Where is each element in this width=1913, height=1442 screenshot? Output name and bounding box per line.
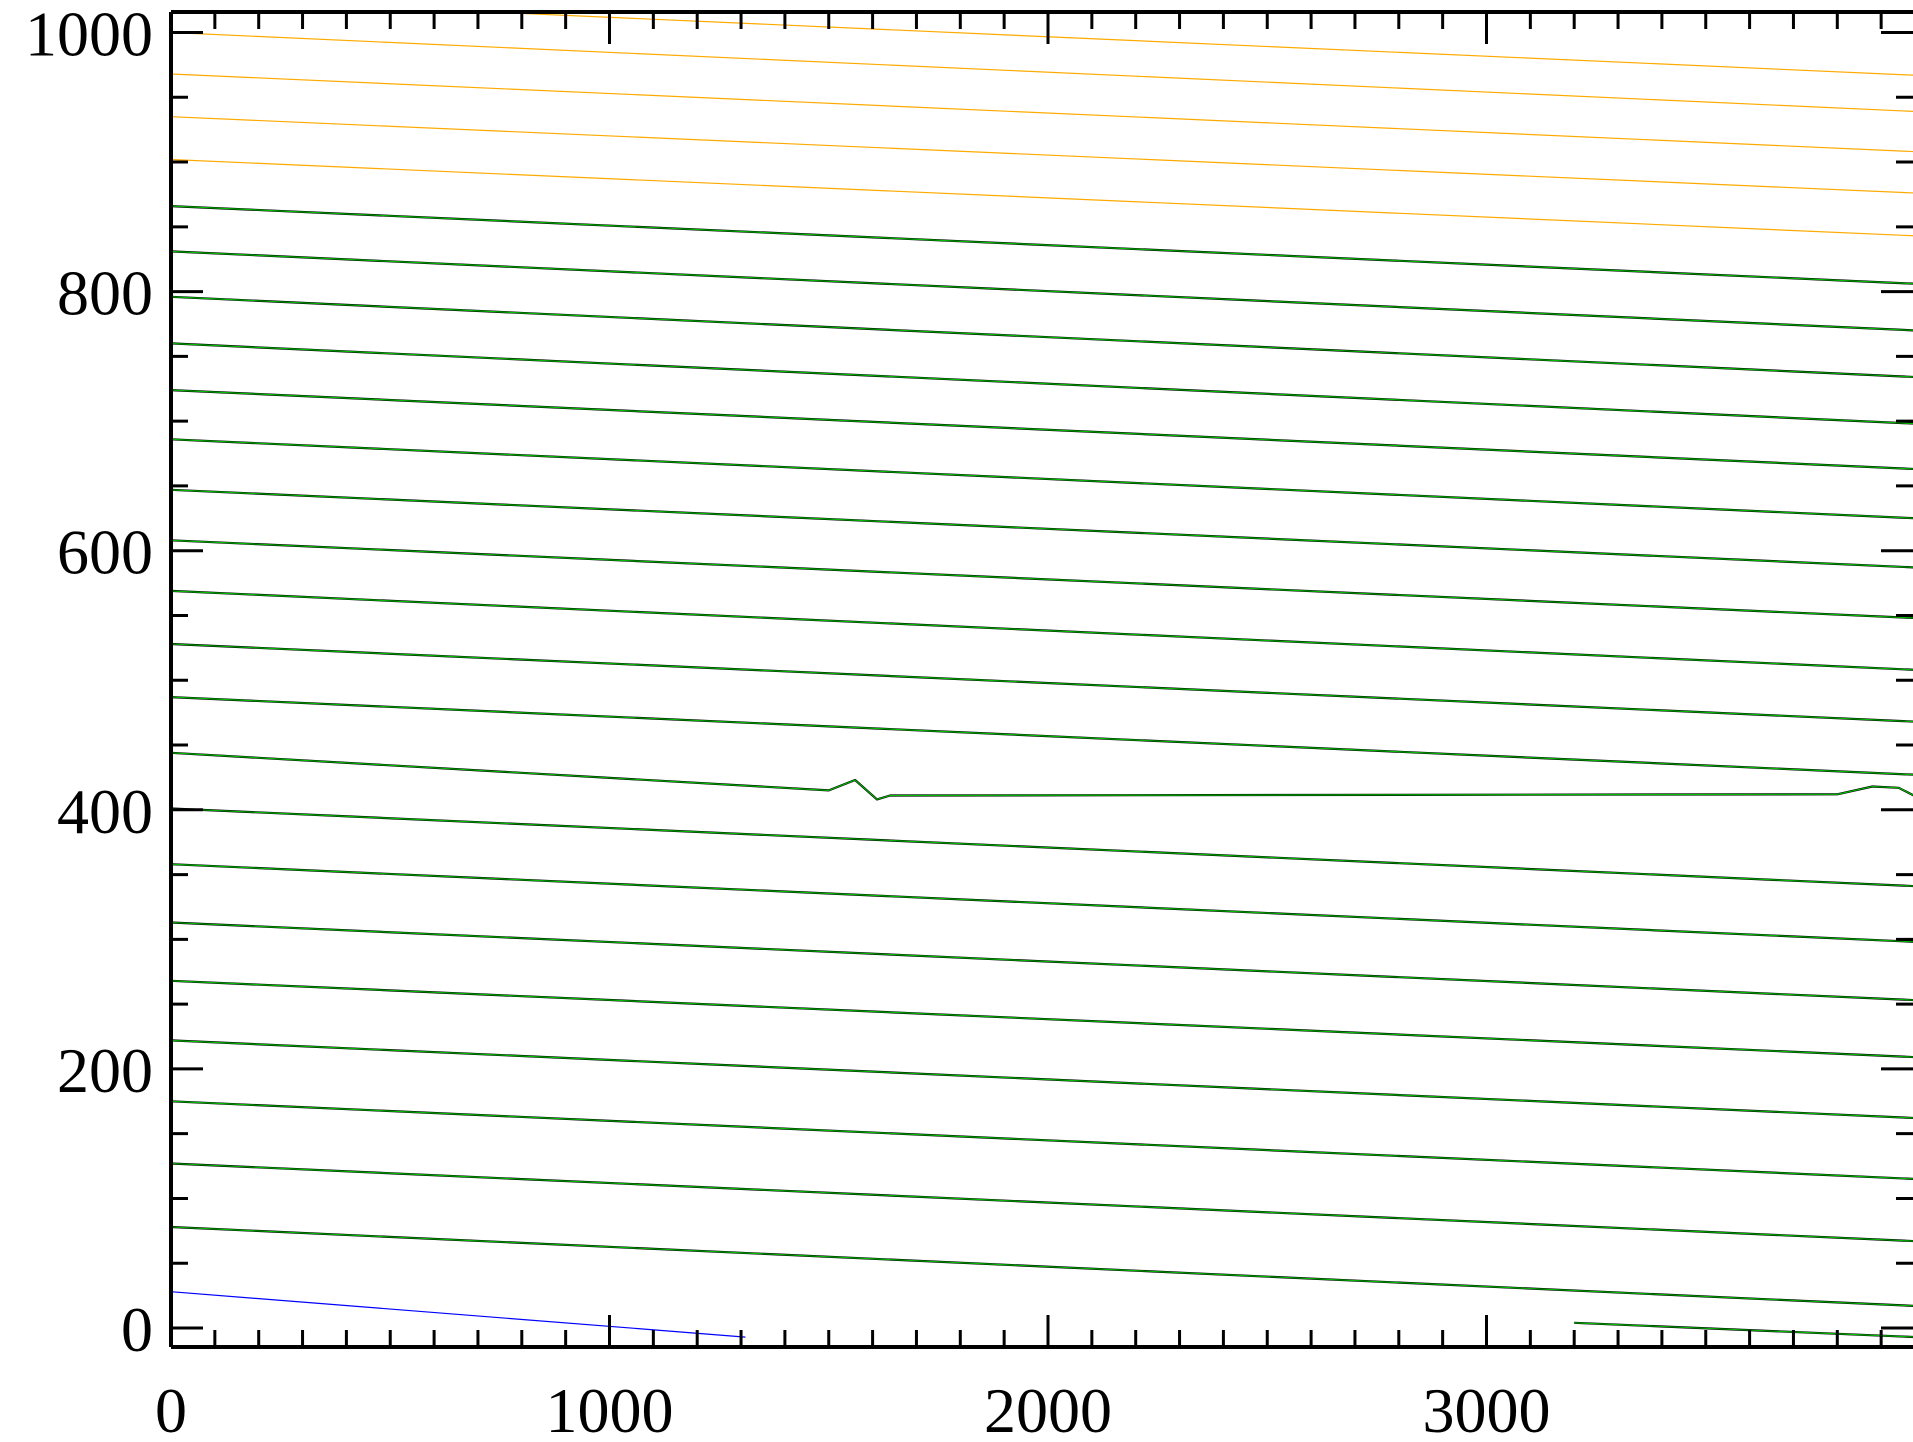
fit-line bbox=[171, 1039, 1913, 1119]
series-line bbox=[171, 116, 1913, 194]
x-tick-label: 0 bbox=[155, 1375, 187, 1442]
x-tick-label: 2000 bbox=[984, 1375, 1112, 1442]
series-line bbox=[171, 1291, 746, 1338]
fit-line bbox=[171, 489, 1913, 568]
series-line bbox=[171, 31, 1913, 112]
fit-line bbox=[171, 250, 1913, 331]
fit-line bbox=[171, 643, 1913, 723]
series-18 bbox=[171, 863, 1913, 943]
series-line bbox=[171, 158, 1913, 237]
x-tick-label: 3000 bbox=[1423, 1375, 1551, 1442]
series-4 bbox=[171, 158, 1913, 237]
series-12 bbox=[171, 539, 1913, 620]
fit-line bbox=[171, 590, 1913, 671]
fit-line bbox=[171, 389, 1913, 470]
fit-line bbox=[171, 1226, 1913, 1307]
tick-labels: 0 1000 2000 3000 0 200 400 600 800 1000 bbox=[25, 0, 1551, 1442]
series-line bbox=[476, 12, 1913, 76]
series-6 bbox=[171, 250, 1913, 332]
axes bbox=[169, 10, 1913, 1349]
fit-line bbox=[171, 863, 1913, 943]
series-8 bbox=[171, 342, 1913, 425]
series-22 bbox=[171, 1100, 1913, 1180]
series-10 bbox=[171, 438, 1913, 520]
x-tick-label: 1000 bbox=[546, 1375, 674, 1442]
fit-line bbox=[171, 980, 1913, 1058]
series-1 bbox=[171, 31, 1913, 112]
series-16 bbox=[171, 751, 1913, 801]
fit-line bbox=[171, 696, 1913, 776]
y-tick-label: 600 bbox=[57, 517, 153, 588]
series-15 bbox=[171, 696, 1913, 776]
series-21 bbox=[171, 1039, 1913, 1120]
y-tick-label: 0 bbox=[121, 1294, 153, 1365]
series-20 bbox=[171, 979, 1913, 1059]
y-tick-label: 1000 bbox=[25, 0, 153, 70]
fit-line bbox=[1574, 1322, 1913, 1338]
series-24 bbox=[171, 1225, 1913, 1307]
fit-line bbox=[171, 752, 1913, 800]
series-layer bbox=[171, 12, 1913, 1339]
series-line bbox=[171, 751, 1913, 801]
series-26 bbox=[171, 1291, 746, 1338]
series-23 bbox=[171, 1162, 1913, 1243]
series-line bbox=[171, 73, 1913, 153]
series-19 bbox=[171, 921, 1913, 1002]
series-14 bbox=[171, 642, 1913, 723]
fit-line bbox=[171, 1162, 1913, 1242]
fit-line bbox=[171, 342, 1913, 425]
series-9 bbox=[171, 389, 1913, 471]
fit-line bbox=[171, 1100, 1913, 1180]
series-11 bbox=[171, 488, 1913, 569]
fit-line bbox=[171, 921, 1913, 1001]
tick-marks bbox=[169, 12, 1913, 1347]
y-tick-label: 800 bbox=[57, 258, 153, 329]
series-7 bbox=[171, 295, 1913, 379]
series-3 bbox=[171, 116, 1913, 194]
y-tick-label: 200 bbox=[57, 1035, 153, 1106]
fit-line bbox=[171, 807, 1913, 887]
y-tick-label: 400 bbox=[57, 776, 153, 847]
series-5 bbox=[171, 205, 1913, 285]
series-0 bbox=[476, 12, 1913, 76]
fit-line bbox=[171, 205, 1913, 285]
series-2 bbox=[171, 73, 1913, 153]
fit-line bbox=[171, 539, 1913, 619]
fit-line bbox=[171, 438, 1913, 519]
series-25 bbox=[1574, 1321, 1913, 1339]
series-17 bbox=[171, 807, 1913, 888]
fit-line bbox=[171, 296, 1913, 378]
series-13 bbox=[171, 589, 1913, 671]
